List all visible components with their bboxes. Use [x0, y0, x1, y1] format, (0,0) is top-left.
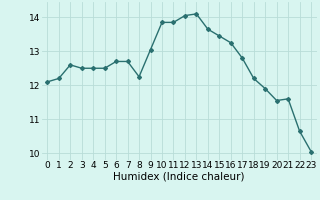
X-axis label: Humidex (Indice chaleur): Humidex (Indice chaleur) — [114, 172, 245, 182]
